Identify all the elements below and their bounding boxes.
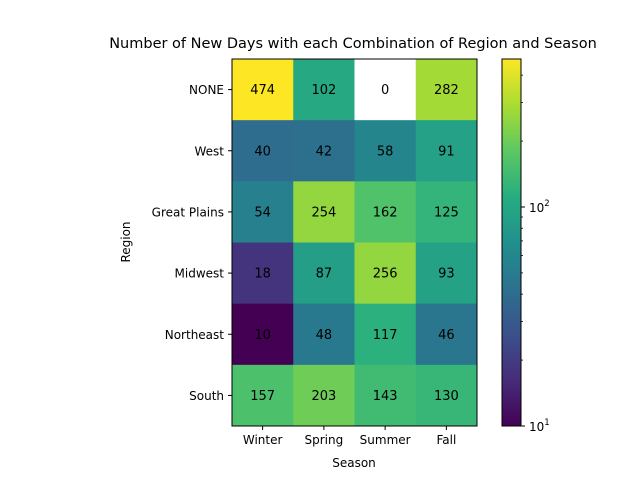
y-tick-label: Midwest	[175, 267, 225, 281]
x-tick-label: Fall	[436, 433, 456, 447]
colorbar-frame	[501, 58, 522, 427]
y-tick-label: South	[189, 389, 224, 403]
heatmap-cell	[415, 181, 478, 243]
heatmap-cell	[232, 242, 294, 305]
cell-value-label: 93	[438, 267, 455, 282]
heatmap-cell	[232, 303, 294, 366]
cell-value-label: 203	[311, 389, 336, 404]
heatmap-cell	[293, 303, 355, 366]
x-axis: Winter Spring Summer Fall	[243, 426, 456, 447]
chart-title: Number of New Days with each Combination…	[109, 36, 597, 52]
cell-value-label: 254	[311, 205, 336, 220]
colorbar-ticks: 101 102	[521, 74, 550, 434]
cell-value-label: 117	[373, 328, 398, 343]
heatmap-cell	[293, 242, 355, 305]
cell-value-label: 46	[438, 328, 455, 343]
colorbar-tick-label: 101	[529, 418, 550, 434]
cell-value-label: 157	[250, 389, 275, 404]
cell-value-label: 143	[373, 389, 398, 404]
heatmap-cell	[415, 364, 478, 427]
heatmap-cell	[354, 181, 417, 243]
y-axis-label: Region	[119, 221, 133, 262]
cell-value-label: 18	[254, 267, 271, 282]
cell-value-label: 256	[373, 267, 398, 282]
cell-value-label: 282	[434, 83, 459, 98]
heatmap-cell	[293, 364, 355, 427]
heatmap-cell	[232, 364, 294, 427]
cell-value-label: 91	[438, 144, 455, 159]
cell-value-label: 54	[254, 205, 271, 220]
y-tick-label: West	[194, 144, 224, 158]
heatmap-cell	[354, 303, 417, 366]
x-tick-label: Summer	[360, 433, 411, 447]
cell-value-label: 42	[316, 144, 333, 159]
x-tick-label: Winter	[243, 433, 283, 447]
cell-value-label: 102	[311, 83, 336, 98]
y-tick-label: Great Plains	[152, 205, 224, 219]
y-tick-label: Northeast	[165, 328, 225, 342]
y-tick-label: NONE	[189, 83, 224, 97]
heatmap-cell	[293, 59, 355, 121]
y-axis: NONE West Great Plains Midwest Northeast Sout…	[152, 83, 232, 403]
cell-value-label: 58	[377, 144, 394, 159]
cell-value-label: 40	[254, 144, 271, 159]
colorbar: 101 102	[501, 58, 550, 434]
cell-value-labels: 474 102 0 282 40 42 58 91 54 254 162 125 18 87 256 93 10…	[250, 83, 459, 404]
heatmap-cell	[354, 242, 417, 305]
heatmap-cell	[415, 242, 478, 305]
heatmap-cell	[232, 181, 294, 243]
cell-value-label: 130	[434, 389, 459, 404]
cell-value-label: 48	[316, 328, 333, 343]
colorbar-fill	[502, 59, 521, 426]
x-tick-label: Spring	[305, 433, 344, 447]
cell-value-label: 87	[316, 267, 333, 282]
x-axis-label: Season	[332, 456, 376, 470]
heatmap-cell	[232, 120, 294, 182]
heatmap-cell	[354, 364, 417, 427]
colorbar-tick-label: 102	[529, 199, 550, 215]
heatmap-cell	[354, 120, 417, 182]
plot-frame	[231, 58, 478, 427]
cell-value-label: 125	[434, 205, 459, 220]
cell-value-label: 0	[381, 83, 389, 98]
heatmap-cell	[415, 59, 478, 121]
heatmap-cell	[293, 120, 355, 182]
cell-value-label: 474	[250, 83, 275, 98]
heatmap-cell	[415, 303, 478, 366]
heatmap-cell	[415, 120, 478, 182]
heatmap-cell	[293, 181, 355, 243]
heatmap-cells	[232, 59, 478, 427]
cell-value-label: 162	[373, 205, 398, 220]
cell-value-label: 10	[254, 328, 271, 343]
heatmap-cell	[232, 59, 294, 121]
heatmap-cell	[354, 59, 417, 121]
